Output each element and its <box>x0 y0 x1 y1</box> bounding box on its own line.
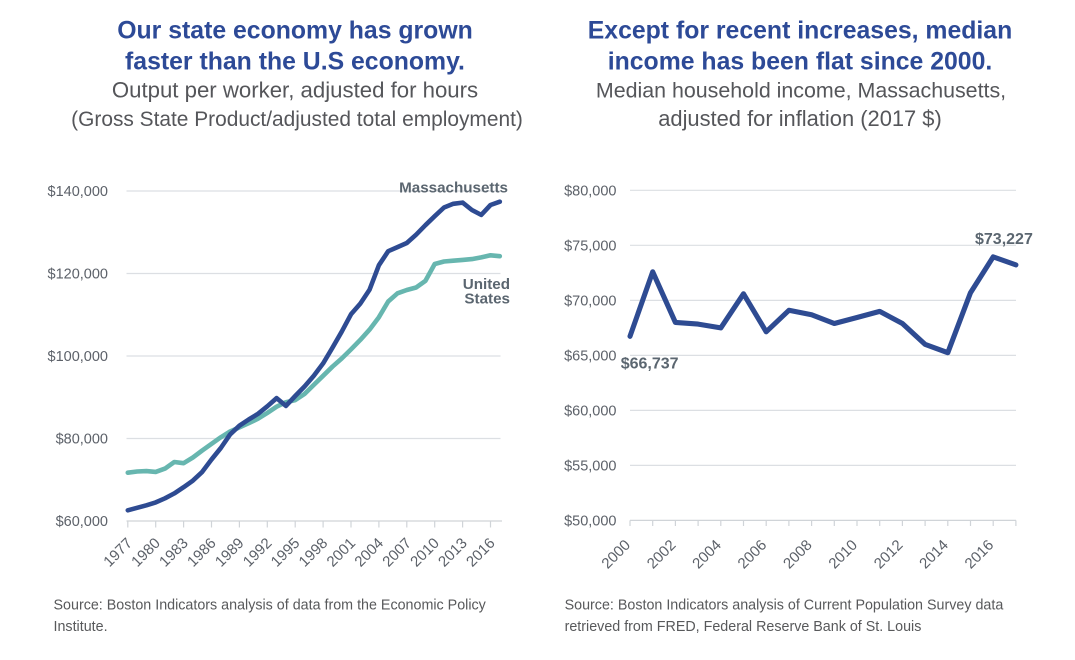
svg-text:2012: 2012 <box>871 537 907 573</box>
svg-text:$140,000: $140,000 <box>48 184 108 200</box>
svg-text:United: United <box>463 276 510 293</box>
svg-text:Median household income, Massa: Median household income, Massachusetts, <box>596 78 1006 102</box>
svg-text:1995: 1995 <box>268 535 304 571</box>
svg-text:1983: 1983 <box>156 535 192 571</box>
svg-text:$80,000: $80,000 <box>564 183 616 199</box>
svg-text:retrieved from FRED, Federal R: retrieved from FRED, Federal Reserve Ban… <box>565 619 922 635</box>
svg-text:1998: 1998 <box>296 535 332 571</box>
svg-text:Our state economy has grown: Our state economy has grown <box>117 18 473 45</box>
svg-text:2000: 2000 <box>598 537 634 573</box>
svg-text:$73,227: $73,227 <box>975 231 1033 248</box>
svg-text:Except for recent increases, m: Except for recent increases, median <box>588 18 1013 45</box>
svg-text:2014: 2014 <box>916 537 952 573</box>
svg-text:$70,000: $70,000 <box>564 293 616 309</box>
svg-text:2010: 2010 <box>825 537 861 573</box>
svg-text:$55,000: $55,000 <box>564 458 616 474</box>
svg-text:2010: 2010 <box>407 535 443 571</box>
svg-text:adjusted for inflation (2017 $: adjusted for inflation (2017 $) <box>658 106 942 131</box>
svg-text:$65,000: $65,000 <box>564 348 616 364</box>
svg-text:Massachusetts: Massachusetts <box>399 180 508 197</box>
svg-text:2006: 2006 <box>735 537 771 573</box>
svg-text:$60,000: $60,000 <box>564 403 616 419</box>
svg-text:2004: 2004 <box>351 535 387 571</box>
svg-text:Source: Boston Indicators anal: Source: Boston Indicators analysis of da… <box>54 598 487 614</box>
svg-text:States: States <box>464 291 510 308</box>
svg-text:2004: 2004 <box>689 537 725 573</box>
svg-text:Institute.: Institute. <box>54 619 108 635</box>
svg-text:$75,000: $75,000 <box>564 238 616 254</box>
svg-text:$100,000: $100,000 <box>48 349 108 365</box>
svg-text:income has been flat since 200: income has been flat since 2000. <box>608 49 993 76</box>
svg-text:2007: 2007 <box>379 535 415 571</box>
svg-text:2001: 2001 <box>324 535 360 571</box>
svg-text:Output per worker, adjusted fo: Output per worker, adjusted for hours <box>112 77 478 102</box>
svg-text:2016: 2016 <box>463 535 499 571</box>
svg-text:1989: 1989 <box>212 535 248 571</box>
svg-text:2002: 2002 <box>644 537 680 573</box>
svg-text:2013: 2013 <box>435 535 471 571</box>
svg-text:2008: 2008 <box>780 537 816 573</box>
svg-text:1980: 1980 <box>128 535 164 571</box>
svg-text:$80,000: $80,000 <box>56 432 108 448</box>
svg-text:Source: Boston Indicators anal: Source: Boston Indicators analysis of Cu… <box>565 598 1004 614</box>
svg-text:2016: 2016 <box>962 537 998 573</box>
svg-text:$66,737: $66,737 <box>621 355 679 372</box>
svg-text:$120,000: $120,000 <box>48 267 108 283</box>
svg-text:$60,000: $60,000 <box>56 514 108 530</box>
svg-text:1986: 1986 <box>184 535 220 571</box>
svg-text:(Gross State Product/adjusted: (Gross State Product/adjusted total empl… <box>71 108 523 131</box>
svg-text:$50,000: $50,000 <box>564 513 616 529</box>
svg-text:1977: 1977 <box>100 535 136 571</box>
svg-text:faster than the U.S economy.: faster than the U.S economy. <box>125 49 465 76</box>
svg-text:1992: 1992 <box>240 535 276 571</box>
